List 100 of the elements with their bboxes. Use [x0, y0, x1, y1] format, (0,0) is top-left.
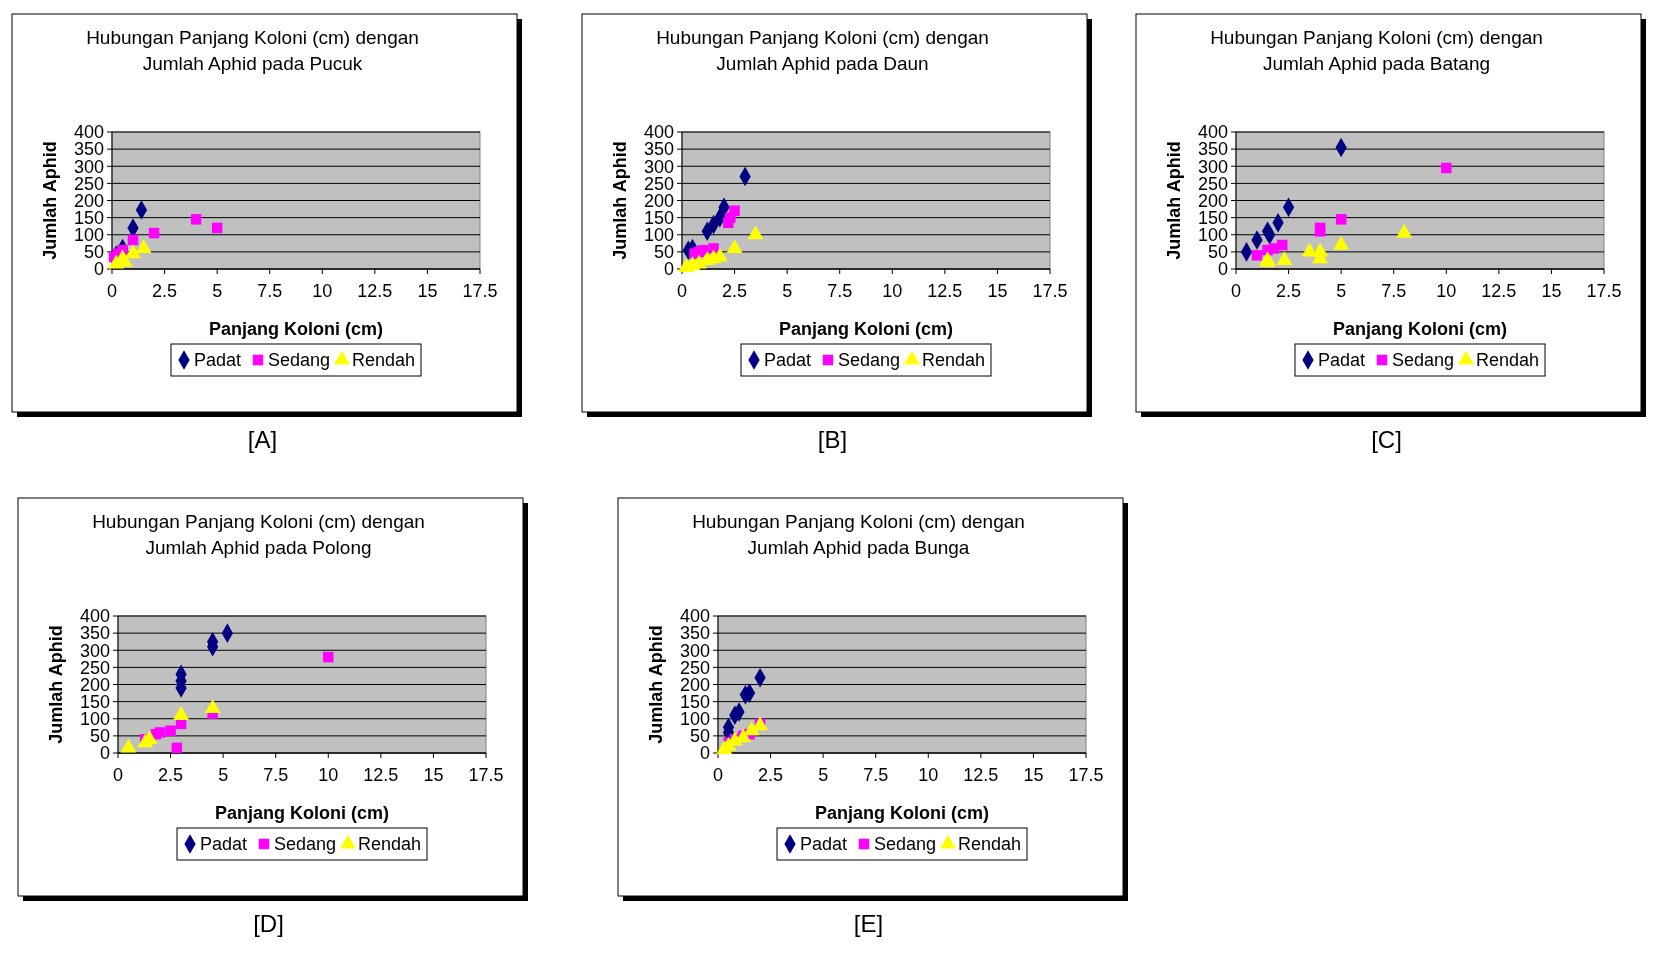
chart-title: Hubungan Panjang Koloni (cm) dengan Jumlah Aphid pada Pucuk [86, 27, 419, 74]
point [165, 725, 176, 736]
point [678, 258, 695, 272]
point [135, 239, 152, 254]
x-tick-label: 12.5 [1481, 281, 1517, 301]
x-tick-label: 2.5 [158, 765, 184, 785]
x-tick-label: 17.5 [1586, 281, 1622, 301]
point [1333, 235, 1350, 250]
x-axis-title: Panjang Koloni (cm) [1332, 319, 1508, 339]
point [1276, 251, 1293, 266]
point [1335, 214, 1347, 225]
point [148, 227, 160, 239]
point [173, 706, 190, 720]
legend-label: Rendah [958, 834, 1022, 855]
legend-label: Rendah [922, 350, 986, 371]
point [747, 225, 764, 240]
x-tick-label: 12.5 [357, 281, 393, 301]
point [1262, 244, 1273, 256]
point [723, 217, 734, 229]
x-tick-label: 15 [417, 281, 438, 301]
chart-title: Hubungan Panjang Koloni (cm) dengan Jumlah Aphid pada Bunga [692, 511, 1025, 558]
y-axis-title: Jumlah Aphid [1164, 141, 1184, 260]
legend-label: Padat [764, 350, 812, 371]
x-tick-label: 2.5 [722, 281, 748, 301]
x-tick-label: 17.5 [462, 281, 498, 301]
legend-label: Sedang [838, 350, 901, 371]
x-tick-label: 15 [1023, 765, 1044, 785]
x-axis-title: Panjang Koloni (cm) [814, 803, 990, 823]
legend-label: Padat [194, 350, 242, 371]
x-tick-label: 5 [212, 281, 223, 301]
point [190, 214, 202, 225]
point [127, 234, 139, 246]
x-tick-label: 2.5 [1276, 281, 1302, 301]
x-tick-label: 7.5 [827, 281, 853, 301]
chart-title: Hubungan Panjang Koloni (cm) dengan Jumlah Aphid pada Polong [92, 511, 425, 558]
text: [C] [1371, 426, 1402, 453]
point [323, 651, 334, 663]
x-tick-label: 12.5 [363, 765, 399, 785]
point [743, 721, 760, 736]
point [1301, 242, 1318, 257]
x-tick-label: 0 [112, 765, 124, 785]
x-tick-label: 5 [818, 765, 829, 785]
point [125, 244, 141, 259]
x-tick-label: 5 [782, 281, 793, 301]
legend-label: Sedang [274, 834, 337, 855]
point [211, 222, 223, 234]
x-tick-label: 7.5 [263, 765, 289, 785]
text: [A] [247, 426, 278, 453]
point [1441, 162, 1452, 174]
x-tick-label: 15 [423, 765, 444, 785]
legend-label: Padat [800, 834, 848, 855]
point [108, 254, 125, 269]
x-tick-label: 17.5 [1068, 765, 1104, 785]
x-tick-label: 7.5 [1381, 281, 1407, 301]
x-tick-label: 15 [987, 281, 1008, 301]
x-tick-label: 0 [1230, 281, 1242, 301]
point [204, 699, 221, 714]
y-axis-title: Jumlah Aphid [610, 141, 630, 260]
x-tick-label: 17.5 [1032, 281, 1068, 301]
x-tick-label: 10 [918, 765, 939, 785]
y-axis-title: Jumlah Aphid [40, 141, 60, 260]
x-tick-label: 2.5 [758, 765, 784, 785]
point [171, 742, 183, 754]
chart-title: Hubungan Panjang Koloni (cm) dengan Jumlah Aphid pada Batang [1210, 27, 1543, 74]
x-axis-title: Panjang Koloni (cm) [778, 319, 954, 339]
point [716, 740, 733, 755]
x-tick-label: 17.5 [468, 765, 504, 785]
legend-label: Rendah [1476, 350, 1540, 371]
point [1314, 226, 1326, 237]
y-axis-title: Jumlah Aphid [46, 625, 66, 744]
legend-label: Sedang [268, 350, 331, 371]
legend-label: Sedang [874, 834, 937, 855]
point [1251, 250, 1263, 261]
text: [B] [817, 426, 848, 453]
x-tick-label: 5 [218, 765, 229, 785]
point [1396, 223, 1413, 238]
x-tick-label: 0 [712, 765, 724, 785]
x-tick-label: 12.5 [963, 765, 999, 785]
legend-label: Rendah [352, 350, 416, 371]
x-tick-label: 10 [312, 281, 333, 301]
text: [D] [253, 910, 284, 937]
x-tick-label: 2.5 [152, 281, 178, 301]
y-axis-title: Jumlah Aphid [646, 625, 666, 744]
x-axis-title: Panjang Koloni (cm) [208, 319, 384, 339]
x-axis-title: Panjang Koloni (cm) [214, 803, 390, 823]
text: [E] [853, 910, 884, 937]
x-tick-label: 10 [1436, 281, 1457, 301]
chart-title: Hubungan Panjang Koloni (cm) dengan Jumlah Aphid pada Daun [656, 27, 989, 74]
legend-label: Sedang [1392, 350, 1455, 371]
x-tick-label: 12.5 [927, 281, 963, 301]
legend-label: Padat [1318, 350, 1366, 371]
x-tick-label: 7.5 [257, 281, 283, 301]
point [120, 738, 137, 753]
x-tick-label: 10 [882, 281, 903, 301]
legend-label: Rendah [358, 834, 422, 855]
x-tick-label: 5 [1336, 281, 1347, 301]
point [726, 239, 743, 254]
x-tick-label: 7.5 [863, 765, 889, 785]
x-tick-label: 10 [318, 765, 339, 785]
x-tick-label: 15 [1541, 281, 1562, 301]
